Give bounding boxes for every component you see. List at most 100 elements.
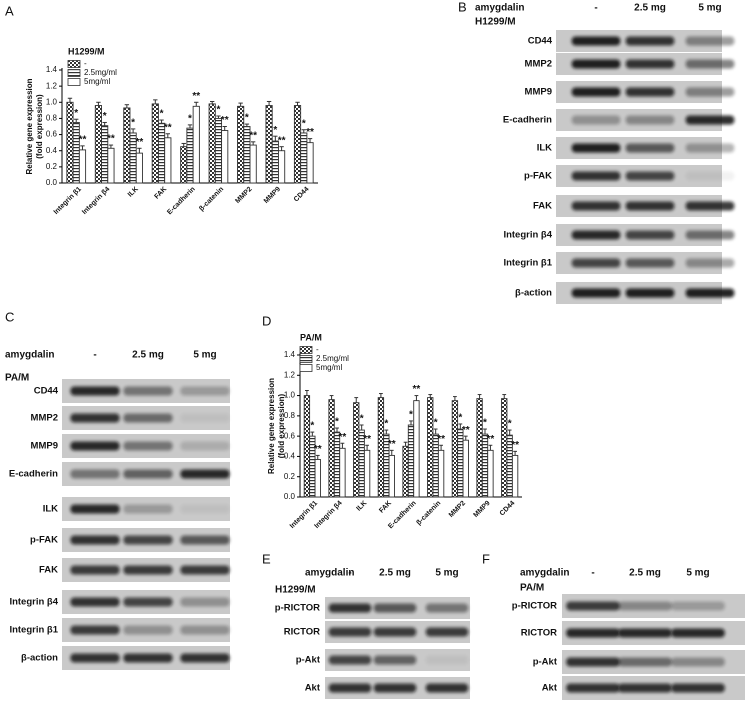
significance-label: * — [188, 114, 192, 125]
error-bar — [295, 101, 300, 106]
significance-label: * — [273, 125, 277, 136]
y-tick-label: 1.2 — [46, 81, 58, 90]
bar — [457, 428, 464, 498]
blot-band — [373, 603, 417, 613]
blot-band — [373, 655, 417, 665]
bar — [462, 439, 469, 498]
error-bar — [488, 444, 493, 451]
blot-band — [373, 627, 417, 637]
row-label: RICTOR — [284, 627, 320, 638]
x-tick-label: E-cadherin — [166, 186, 197, 217]
blot-band — [625, 115, 675, 125]
y-axis-label: Relative gene expression — [25, 78, 34, 174]
bar — [214, 117, 223, 184]
y-tick-label: 0.0 — [46, 178, 58, 187]
error-bar — [414, 395, 419, 401]
panel-letter: E — [262, 551, 271, 566]
row-label: E-cadherin — [9, 469, 58, 480]
blot-band — [571, 171, 621, 181]
significance-label: * — [458, 413, 462, 424]
blot-band — [566, 601, 620, 611]
blot-band — [685, 230, 735, 240]
error-bar — [384, 429, 389, 435]
row-label: MMP2 — [31, 413, 58, 424]
x-tick-label: β-catenin — [198, 186, 225, 213]
blot-band — [180, 625, 230, 635]
lane-label: - — [594, 3, 597, 14]
x-tick-label: MMP9 — [472, 500, 491, 519]
significance-label: ** — [249, 130, 257, 141]
legend-swatch — [299, 346, 313, 354]
blot-band — [70, 535, 120, 545]
bar — [328, 399, 335, 498]
bar — [265, 105, 273, 184]
blot-band — [70, 625, 120, 635]
row-label: Integrin β4 — [503, 230, 552, 241]
legend-label: - — [316, 345, 319, 354]
significance-label: ** — [388, 439, 396, 450]
significance-label: * — [335, 417, 339, 428]
lane-label: 5 mg — [435, 568, 458, 579]
error-bar — [74, 118, 79, 123]
error-bar — [310, 431, 315, 437]
error-bar — [458, 423, 463, 430]
significance-label: * — [434, 418, 438, 429]
blot-band — [671, 657, 725, 667]
error-bar — [477, 394, 482, 399]
row-label: MMP9 — [525, 87, 552, 98]
significance-label: * — [384, 419, 388, 430]
blot-band — [70, 565, 120, 575]
x-tick-label: ILK — [127, 186, 140, 199]
blot-band — [685, 201, 735, 211]
significance-label: * — [103, 111, 107, 122]
bar — [135, 152, 143, 184]
error-bar — [513, 450, 517, 456]
error-bar — [279, 146, 284, 151]
y-tick-label: 0.8 — [46, 114, 58, 123]
error-bar — [502, 394, 507, 399]
blot-band — [571, 143, 621, 153]
significance-label: ** — [79, 135, 87, 146]
blot-band — [685, 36, 735, 46]
blot-band — [123, 386, 173, 396]
x-tick-label: MMP2 — [234, 186, 253, 205]
blot-band — [180, 535, 230, 545]
blot-band — [123, 413, 173, 423]
x-tick-label: CD44 — [293, 186, 311, 204]
legend-label: 5mg/ml — [316, 363, 342, 372]
row-label: β-action — [515, 288, 552, 299]
y-tick-label: 0.0 — [284, 492, 296, 501]
blot-band — [373, 683, 417, 693]
row-label: Integrin β1 — [9, 625, 58, 636]
significance-label: ** — [462, 425, 470, 436]
error-bar — [439, 444, 443, 451]
x-tick-label: Integrin β1 — [53, 186, 83, 216]
row-label: p-Akt — [296, 655, 321, 666]
blot-band — [425, 627, 469, 637]
bar — [306, 142, 314, 184]
significance-label: ** — [511, 440, 519, 451]
row-label: Integrin β1 — [503, 258, 552, 269]
error-bar — [187, 124, 193, 129]
row-label: CD44 — [528, 36, 553, 47]
row-label: Integrin β4 — [9, 597, 58, 608]
blot-band — [123, 441, 173, 451]
error-bar — [194, 101, 199, 107]
bar — [192, 105, 200, 184]
error-bar — [507, 429, 512, 436]
lane-label: 2.5 mg — [629, 568, 661, 579]
significance-label: * — [508, 419, 512, 430]
row-label: p-RICTOR — [275, 603, 320, 614]
blot-band — [685, 288, 735, 298]
blot-band — [618, 628, 672, 638]
significance-label: * — [160, 109, 164, 120]
blot-band — [123, 653, 173, 663]
blot-band — [625, 201, 675, 211]
y-tick-label: 0.2 — [284, 472, 296, 481]
y-axis-label: Relative gene expression — [267, 378, 276, 474]
significance-label: ** — [135, 137, 143, 148]
significance-label: * — [216, 105, 220, 116]
row-label: β-action — [21, 653, 58, 664]
blot-band — [671, 628, 725, 638]
panel-letter: C — [5, 309, 14, 324]
